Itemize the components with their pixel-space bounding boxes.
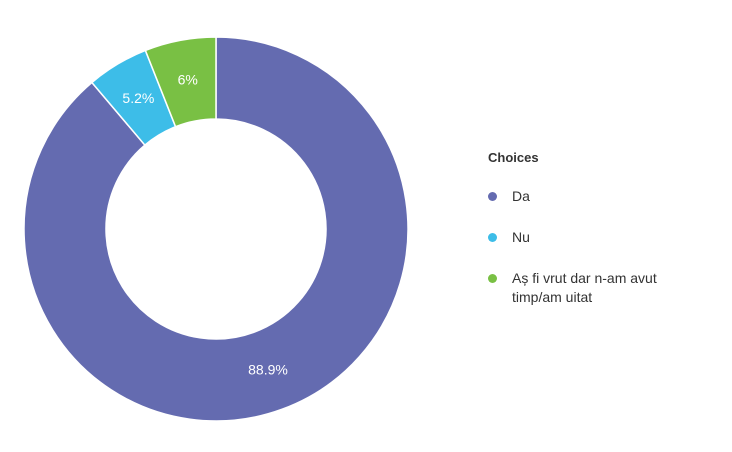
legend-item-nu[interactable]: Nu: [488, 228, 708, 247]
legend-marker-da: [488, 192, 497, 201]
donut-slice-labels: 88.9% 5.2% 6%: [122, 71, 287, 377]
donut-slices: [23, 36, 409, 422]
legend-item-da[interactable]: Da: [488, 187, 708, 206]
legend-marker-forgot: [488, 274, 497, 283]
legend-item-forgot[interactable]: Aș fi vrut dar n-am avut timp/am uitat: [488, 269, 708, 307]
legend-label-forgot: Aș fi vrut dar n-am avut timp/am uitat: [512, 270, 657, 305]
legend-title: Choices: [488, 150, 539, 165]
slice-label-nu: 5.2%: [122, 90, 154, 106]
slice-forgot[interactable]: [144, 36, 217, 128]
legend-marker-nu: [488, 233, 497, 242]
slice-label-da: 88.9%: [248, 361, 288, 377]
legend-label-da: Da: [512, 188, 530, 204]
chart-legend: Choices Da Nu Aș fi vrut dar n-am avut t…: [488, 150, 708, 329]
legend-label-nu: Nu: [512, 229, 530, 245]
slice-da[interactable]: [23, 36, 409, 422]
slice-label-forgot: 6%: [178, 71, 198, 87]
